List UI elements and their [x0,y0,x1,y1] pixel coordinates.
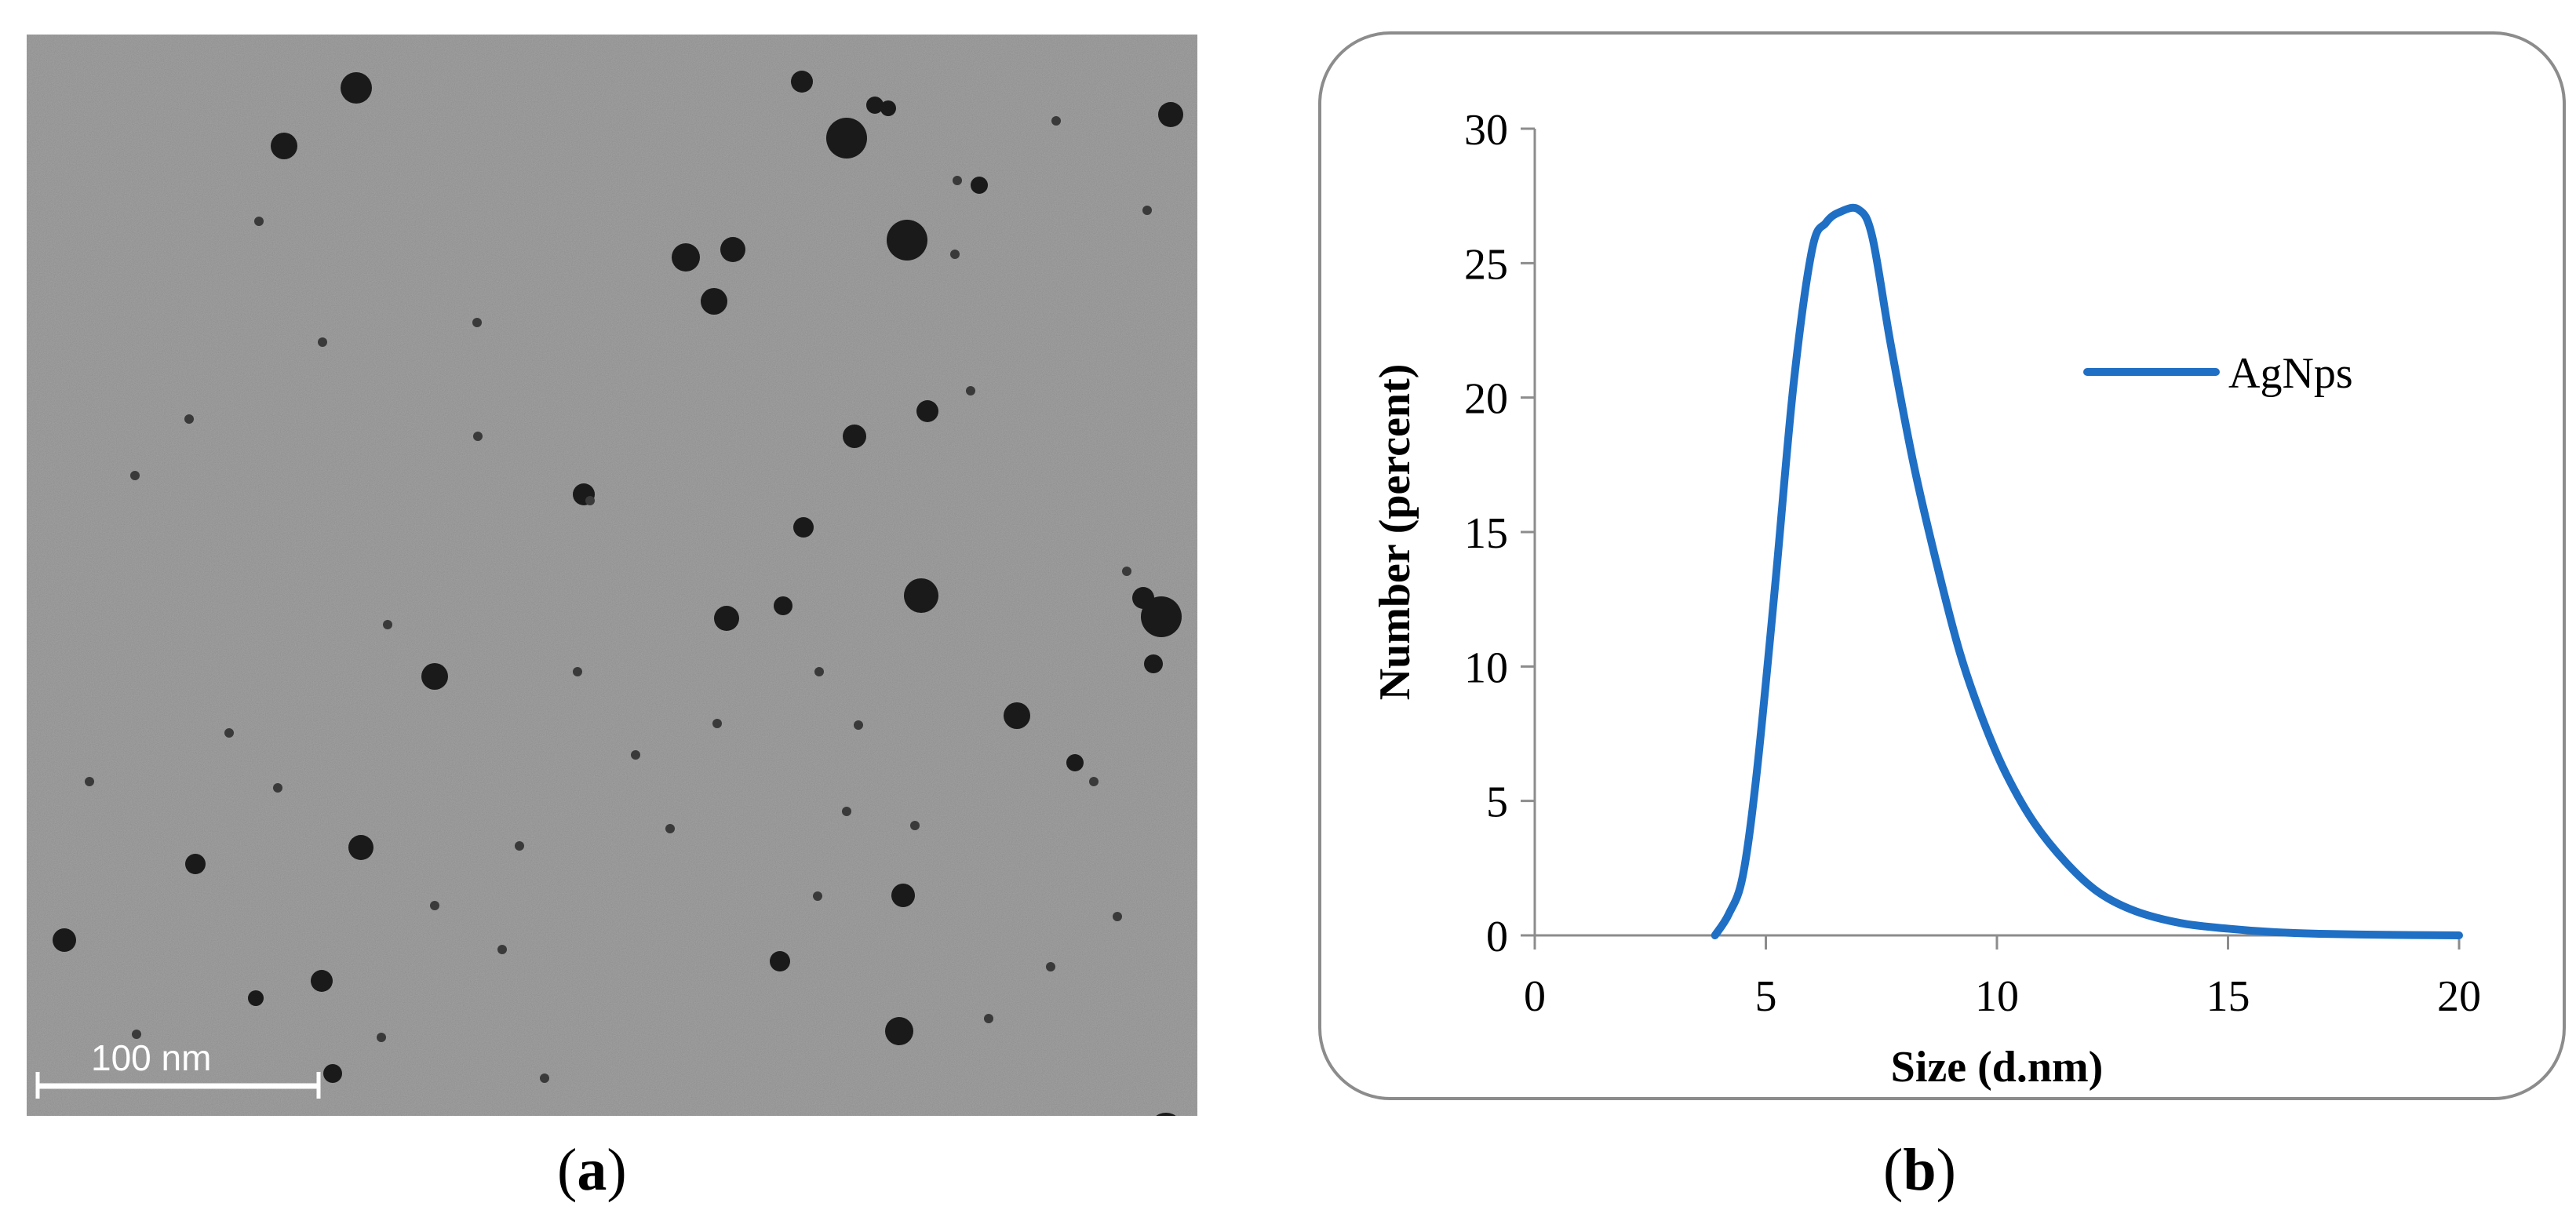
nanoparticle [421,663,448,690]
nanoparticle [774,596,792,615]
nanoparticle [887,220,927,261]
nanoparticle [1132,587,1154,609]
nanoparticle-small [515,841,524,851]
scale-bar-label: 100 nm [91,1037,211,1078]
nanoparticles [53,71,1183,1116]
nanoparticle-small [631,750,640,760]
x-axis-label: Size (d.nm) [1891,1043,2104,1092]
x-tick-label: 15 [2206,972,2250,1021]
nanoparticle [791,71,813,93]
tem-image: 100 nm [27,35,1197,1116]
nanoparticle [720,237,745,262]
nanoparticle [843,425,866,448]
nanoparticle [323,1064,342,1083]
y-tick-label: 20 [1464,375,1508,424]
nanoparticle-small [1142,206,1152,215]
nanoparticle-small [910,821,920,830]
legend-label: AgNps [2228,349,2353,398]
nanoparticle [866,97,884,114]
nanoparticle-small [377,1033,386,1042]
nanoparticle-small [318,337,327,347]
tem-micrograph: 100 nm [27,35,1197,1116]
y-tick-label: 10 [1464,643,1508,692]
nanoparticle [1141,596,1182,637]
nanoparticle-small [585,496,595,505]
nanoparticle-small [472,318,482,327]
nanoparticle [714,606,739,631]
nanoparticle-small [473,432,483,441]
nanoparticle [885,1017,913,1045]
nanoparticle [1066,754,1084,771]
x-tick-label: 10 [1975,972,2019,1021]
nanoparticle [271,133,297,159]
nanoparticle [880,100,896,116]
y-tick-label: 5 [1486,778,1508,827]
nanoparticle-small [1089,777,1099,786]
nanoparticle-small [184,414,194,424]
nanoparticle [185,854,206,874]
y-tick-label: 0 [1486,913,1508,961]
nanoparticle [916,400,938,422]
nanoparticle-small [132,1030,141,1039]
nanoparticle-small [130,471,140,480]
nanoparticle-small [984,1014,993,1023]
y-tick-label: 30 [1464,106,1508,155]
nanoparticle [770,951,790,971]
x-tick-label: 5 [1755,972,1777,1021]
nanoparticle-small [430,901,439,910]
nanoparticle-small [1051,116,1061,126]
nanoparticle-small [273,783,282,793]
nanoparticle-small [497,945,507,954]
nanoparticle [1144,654,1163,673]
nanoparticle-small [813,891,822,901]
nanoparticle-small [966,386,975,395]
nanoparticle-small [1122,567,1131,576]
nanoparticle [701,288,727,315]
y-axis-label: Number (percent) [1371,364,1419,701]
nanoparticle [348,835,373,860]
nanoparticle-small [950,250,960,259]
x-tick-label: 20 [2437,972,2481,1021]
nanoparticle [311,970,333,992]
nanoparticle [904,578,938,613]
chart-svg: 0 5 10 15 20 25 30 0 5 10 15 20 AgNps Size (d.nm) Nu… [1371,106,2481,1092]
nanoparticle-small [712,719,722,728]
nanoparticle [672,243,700,272]
nanoparticle-small [814,667,824,676]
nanoparticle [793,517,814,538]
x-tick-label: 0 [1524,972,1546,1021]
nanoparticle-small [224,728,234,738]
caption-a: (a) [557,1137,627,1203]
nanoparticle [1004,702,1030,729]
nanoparticle [248,990,264,1006]
nanoparticle-small [953,176,962,185]
caption-b: (b) [1883,1137,1956,1203]
nanoparticle-small [85,777,94,786]
nanoparticle [891,884,915,907]
nanoparticle [341,72,372,104]
y-tick-label: 15 [1464,509,1508,558]
nanoparticle-small [573,667,582,676]
nanoparticle-small [665,824,675,833]
scale-bar: 100 nm [35,1037,321,1099]
nanoparticle-small [254,217,264,226]
nanoparticle [1158,102,1183,127]
series-line-agnps [1711,203,2463,939]
nanoparticle [971,177,988,194]
size-distribution-chart: 0 5 10 15 20 25 30 0 5 10 15 20 AgNps Size (d.nm) Nu… [1318,31,2566,1100]
nanoparticle-small [842,807,851,816]
nanoparticle-small [383,620,392,629]
y-tick-label: 25 [1464,240,1508,289]
nanoparticle-small [1113,912,1122,921]
nanoparticle [1156,1113,1176,1116]
nanoparticle-small [1046,962,1055,971]
nanoparticle [53,928,76,952]
nanoparticle-small [854,720,863,730]
nanoparticle-small [540,1073,549,1083]
nanoparticle [826,118,867,159]
